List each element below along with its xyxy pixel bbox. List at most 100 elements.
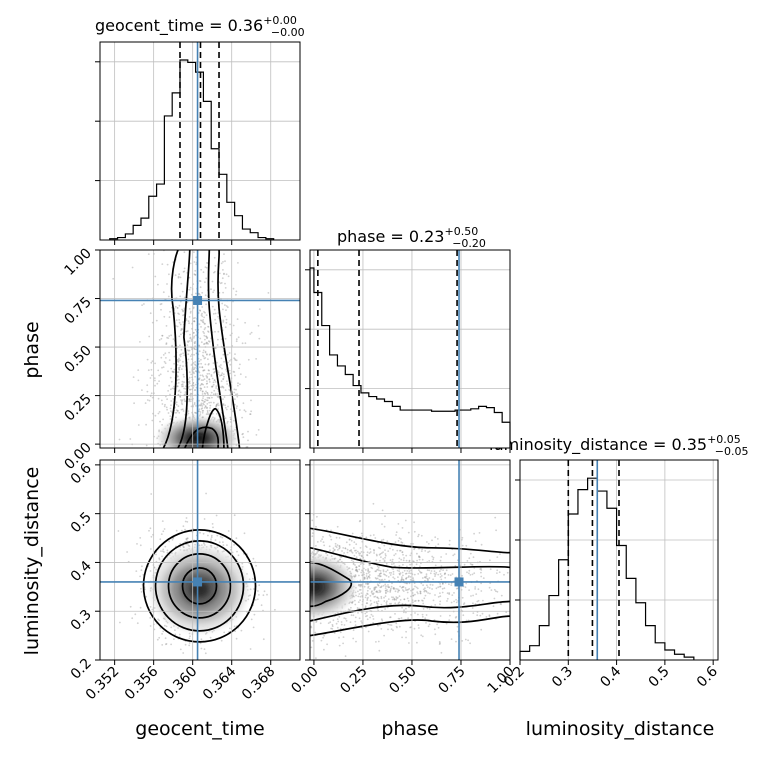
sample-point: [235, 444, 238, 447]
sample-point: [205, 375, 208, 377]
sample-point: [348, 538, 351, 541]
sample-point: [432, 578, 434, 581]
sample-point: [219, 535, 222, 538]
sample-point: [168, 273, 170, 276]
sample-point: [166, 398, 169, 401]
sample-point: [499, 603, 502, 605]
sample-point: [395, 531, 398, 534]
sample-point: [168, 554, 171, 556]
sample-point: [189, 333, 191, 336]
sample-point: [386, 600, 388, 603]
sample-point: [199, 411, 202, 413]
sample-point: [392, 629, 394, 632]
sample-point: [243, 532, 246, 535]
sample-point: [366, 589, 369, 592]
sample-point: [334, 549, 336, 551]
sample-point: [382, 538, 385, 541]
sample-point: [208, 381, 211, 383]
sample-point: [184, 643, 187, 646]
sample-point: [229, 416, 232, 419]
sample-point: [439, 585, 442, 588]
sample-point: [223, 396, 226, 398]
sample-point: [446, 597, 449, 600]
sample-point: [357, 601, 360, 603]
sample-point: [377, 640, 380, 643]
sample-point: [193, 341, 196, 344]
sample-point: [173, 638, 175, 640]
sample-point: [228, 388, 231, 391]
sample-point: [205, 342, 208, 345]
sample-point: [150, 493, 153, 495]
sample-point: [220, 374, 223, 376]
sample-point: [211, 396, 213, 399]
sample-point: [379, 572, 382, 575]
sample-point: [367, 568, 369, 570]
sample-point: [403, 611, 405, 614]
sample-point: [162, 366, 165, 368]
sample-point: [385, 589, 387, 592]
sample-point: [226, 383, 229, 385]
sample-point: [174, 305, 177, 308]
sample-point: [179, 396, 182, 398]
sample-point: [344, 547, 347, 550]
sample-point: [165, 357, 167, 359]
sample-point: [203, 518, 206, 520]
sample-point: [216, 395, 219, 398]
sample-point: [199, 661, 201, 663]
sample-point: [255, 358, 257, 360]
sample-point: [173, 385, 175, 388]
sample-point: [427, 625, 430, 628]
sample-point: [203, 407, 206, 409]
sample-point: [429, 583, 432, 586]
sample-point: [368, 570, 371, 573]
sample-point: [163, 551, 165, 553]
sample-point: [434, 564, 437, 567]
sample-point: [480, 543, 483, 546]
sample-point: [205, 303, 208, 306]
sample-point: [402, 586, 405, 588]
sample-point: [204, 398, 207, 401]
sample-point: [399, 599, 402, 601]
sample-point: [209, 544, 212, 547]
sample-point: [240, 629, 243, 632]
sample-point: [267, 292, 270, 294]
sample-point: [206, 380, 208, 382]
sample-point: [441, 587, 444, 590]
sample-point: [141, 565, 143, 568]
sample-point: [181, 290, 184, 293]
sample-point: [213, 546, 216, 549]
sample-point: [202, 416, 204, 419]
sample-point: [383, 525, 386, 528]
sample-point: [129, 605, 132, 608]
sample-point: [171, 552, 173, 555]
sample-point: [461, 538, 463, 541]
sample-point: [221, 536, 224, 539]
sample-point: [201, 416, 204, 419]
sample-point: [201, 366, 204, 368]
sample-point: [337, 620, 340, 623]
sample-point: [365, 582, 367, 585]
sample-point: [334, 545, 337, 547]
sample-point: [384, 589, 387, 592]
sample-point: [326, 643, 328, 646]
sample-point: [412, 601, 414, 604]
sample-point: [222, 386, 224, 388]
sample-point: [425, 575, 428, 578]
sample-point: [450, 638, 453, 640]
sample-point: [235, 338, 238, 341]
sample-point: [257, 590, 259, 592]
sample-point: [455, 587, 458, 590]
sample-point: [349, 621, 352, 624]
sample-point: [398, 557, 401, 560]
sample-point: [421, 613, 424, 616]
sample-point: [165, 395, 167, 398]
sample-point: [181, 408, 184, 411]
sample-point: [422, 584, 424, 587]
sample-point: [323, 634, 325, 637]
sample-point: [353, 547, 355, 549]
sample-point: [367, 587, 369, 589]
sample-point: [397, 523, 400, 525]
sample-point: [150, 392, 153, 395]
sample-point: [439, 576, 442, 578]
sample-point: [433, 628, 436, 631]
